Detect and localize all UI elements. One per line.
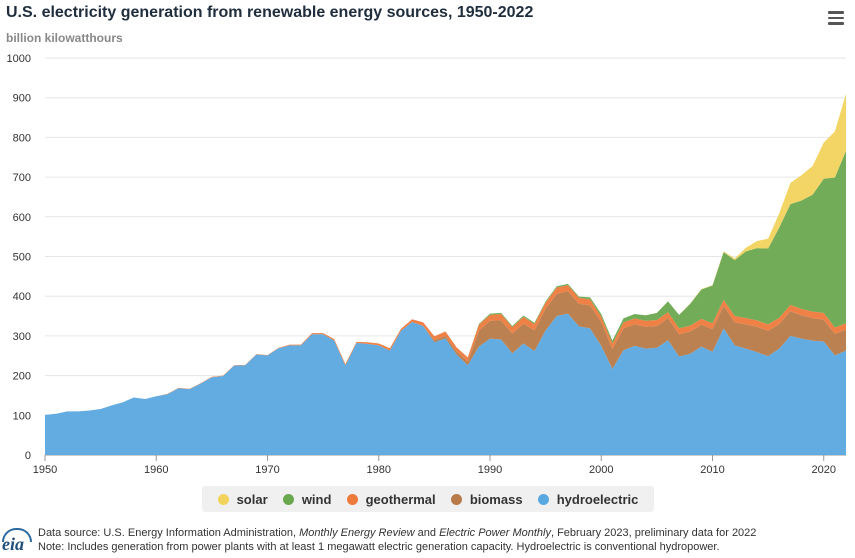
x-tick-label: 1950 — [33, 464, 57, 476]
x-tick-label: 2010 — [700, 464, 724, 476]
legend-swatch — [282, 493, 294, 505]
y-tick-label: 500 — [13, 252, 31, 264]
y-tick-label: 1000 — [7, 53, 31, 65]
legend-label: hydroelectric — [556, 491, 639, 507]
y-axis-units-label: billion kilowatthours — [6, 31, 123, 45]
legend-label: geothermal — [365, 491, 436, 507]
legend-label: solar — [236, 491, 268, 507]
y-tick-label: 300 — [13, 331, 31, 343]
legend-swatch — [217, 493, 229, 505]
legend-label: biomass — [469, 491, 523, 507]
y-tick-label: 700 — [13, 172, 31, 184]
footer-notes: Data source: U.S. Energy Information Adm… — [38, 526, 756, 554]
x-tick-label: 1960 — [144, 464, 168, 476]
legend-item-solar[interactable]: solar — [217, 491, 268, 507]
y-tick-label: 0 — [25, 450, 31, 462]
legend-swatch — [346, 493, 358, 505]
x-tick-label: 1970 — [255, 464, 279, 476]
x-tick-label: 1990 — [478, 464, 502, 476]
y-tick-label: 100 — [13, 410, 31, 422]
eia-logo: eia — [0, 528, 34, 556]
legend: solar wind geothermal biomass hydroelectric — [202, 486, 654, 512]
legend-item-geothermal[interactable]: geothermal — [346, 491, 436, 507]
y-tick-label: 400 — [13, 291, 31, 303]
legend-item-wind[interactable]: wind — [282, 491, 332, 507]
legend-swatch — [537, 493, 549, 505]
legend-item-biomass[interactable]: biomass — [450, 491, 523, 507]
note-line: Note: Includes generation from power pla… — [38, 541, 720, 553]
x-tick-label: 2020 — [812, 464, 836, 476]
y-tick-label: 600 — [13, 212, 31, 224]
area-chart: 0 100 200 300 400 500 600 700 800 900 1000 1950 1960… — [7, 53, 846, 476]
hamburger-menu-icon[interactable] — [826, 8, 846, 26]
area-hydroelectric[interactable] — [45, 313, 846, 455]
chart-title: U.S. electricity generation from renewab… — [6, 4, 534, 21]
y-tick-label: 900 — [13, 93, 31, 105]
legend-label: wind — [301, 491, 332, 507]
data-source-line: Data source: U.S. Energy Information Adm… — [38, 527, 757, 539]
x-tick-label: 2000 — [589, 464, 613, 476]
y-tick-label: 200 — [13, 371, 31, 383]
legend-item-hydroelectric[interactable]: hydroelectric — [537, 491, 639, 507]
legend-swatch — [450, 493, 462, 505]
x-tick-label: 1980 — [367, 464, 391, 476]
y-tick-label: 800 — [13, 132, 31, 144]
area-biomass[interactable] — [45, 291, 846, 415]
